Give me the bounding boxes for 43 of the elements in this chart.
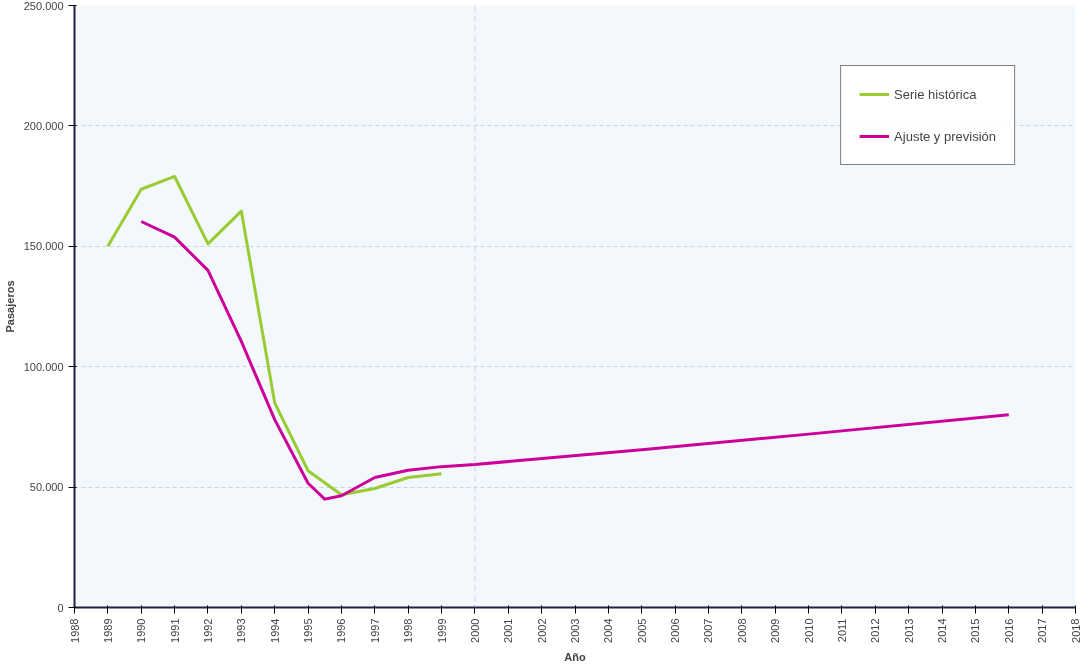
x-tick-label: 2013 xyxy=(902,618,915,643)
y-tick-label: 200.000 xyxy=(23,119,64,132)
x-tick-label: 1995 xyxy=(302,618,315,643)
x-tick-label: 2014 xyxy=(936,618,949,643)
x-tick-label: 1994 xyxy=(268,618,281,643)
x-tick-label: 2006 xyxy=(669,618,682,643)
x-tick-label: 2003 xyxy=(569,618,581,643)
x-tick-label: 1997 xyxy=(368,618,381,643)
x-tick-label: 1989 xyxy=(101,618,114,643)
legend-label: Ajuste y previsión xyxy=(894,128,996,144)
x-tick-label: 2009 xyxy=(769,618,782,643)
y-tick-label: 0 xyxy=(57,601,64,614)
x-tick-label: 2000 xyxy=(468,618,481,643)
x-axis-title: Año xyxy=(564,650,586,663)
line-series xyxy=(139,220,1011,501)
x-tick-label: 1992 xyxy=(201,618,214,643)
x-tick-label: 2008 xyxy=(735,618,748,643)
x-tick-label: 2005 xyxy=(635,618,648,643)
y-tick-label: 50.000 xyxy=(29,481,64,494)
x-tick-label: 2012 xyxy=(869,618,882,643)
x-tick-label: 2018 xyxy=(1069,618,1082,643)
x-tick-label: 1999 xyxy=(435,618,448,643)
x-tick-label: 2007 xyxy=(702,618,715,643)
x-tick-label: 1993 xyxy=(235,618,248,643)
x-tick-label: 2002 xyxy=(535,618,548,643)
x-tick-label: 2011 xyxy=(835,618,848,643)
x-tick-label: 2015 xyxy=(969,618,982,643)
y-tick-label: 250.000 xyxy=(23,0,64,12)
x-tick-label: 1991 xyxy=(168,618,181,643)
x-tick-label: 2016 xyxy=(1002,618,1015,643)
x-tick-label: 2004 xyxy=(602,618,615,643)
x-tick-label: 2010 xyxy=(802,618,815,643)
y-tick-label: 150.000 xyxy=(23,240,64,253)
x-tick-label: 2017 xyxy=(1036,618,1049,643)
x-tick-label: 1996 xyxy=(335,618,348,643)
y-axis-title: Pasajeros xyxy=(3,280,16,333)
x-tick-label: 1998 xyxy=(402,618,415,643)
line-series xyxy=(106,174,444,497)
x-tick-label: 1990 xyxy=(135,618,148,643)
legend-label: Serie histórica xyxy=(894,86,977,102)
x-tick-label: 2001 xyxy=(502,618,515,643)
y-tick-label: 100.000 xyxy=(23,360,64,373)
x-tick-label: 1988 xyxy=(68,618,81,643)
